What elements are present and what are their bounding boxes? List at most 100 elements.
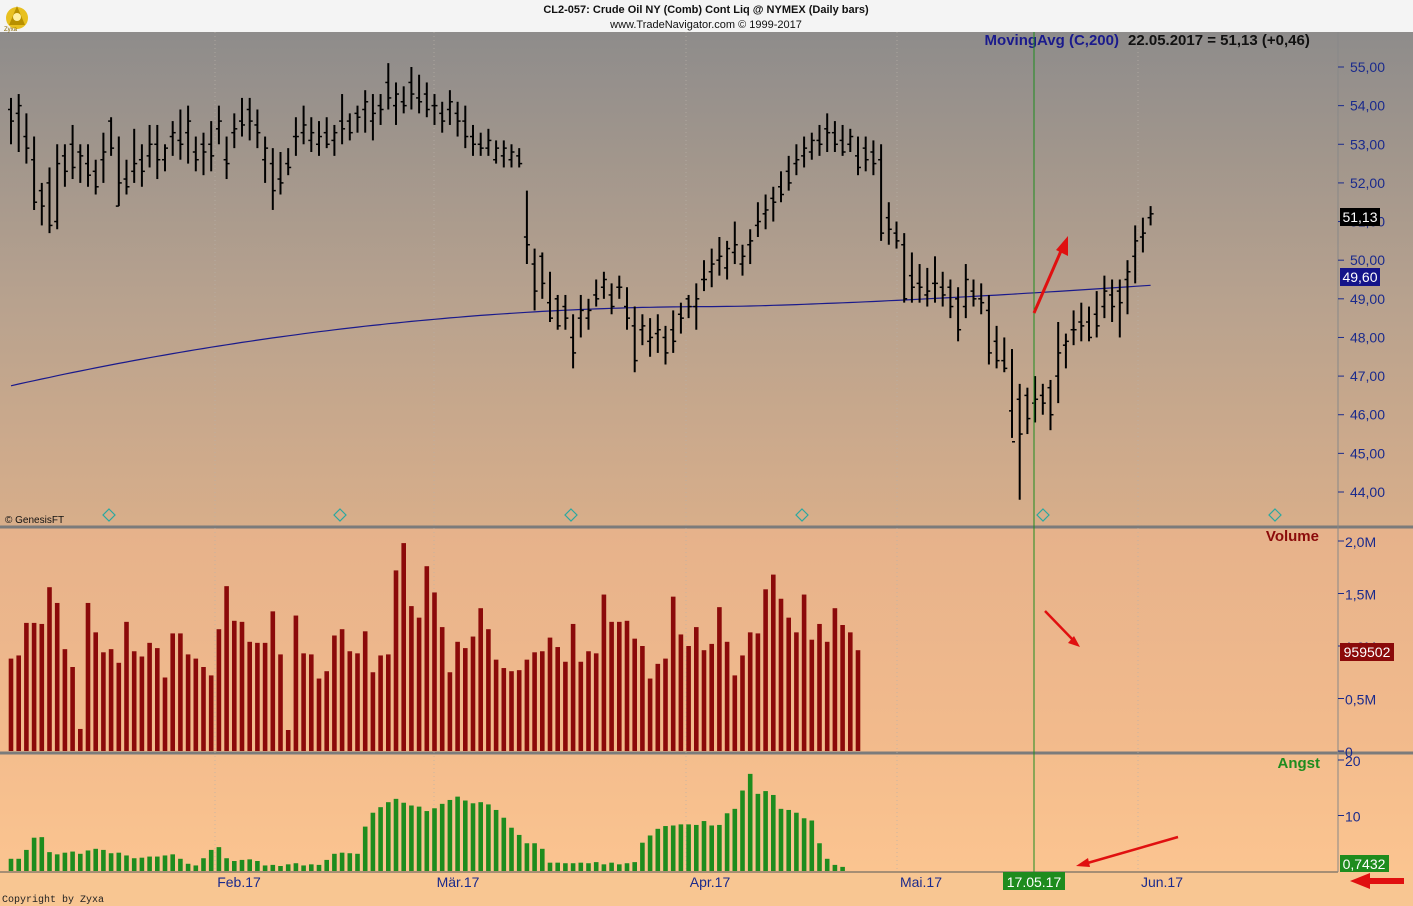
angst-bar — [270, 864, 276, 871]
diamond-marker-icon — [564, 508, 578, 522]
volume-bar — [409, 606, 414, 751]
angst-bar — [216, 847, 222, 871]
volume-bar — [362, 631, 368, 751]
angst-bar — [694, 824, 699, 871]
x-axis-labels: Feb.17 Mär.17 Apr.17 Mai.17 Jun.17 — [217, 874, 1183, 890]
price-bar — [393, 82, 399, 125]
angst-bar — [501, 817, 507, 871]
angst-bar — [24, 849, 29, 871]
angst-bar — [332, 853, 337, 871]
angst-bar — [470, 803, 476, 871]
price-bar — [731, 221, 738, 265]
volume-bar — [147, 642, 152, 751]
price-bar — [192, 136, 199, 172]
volume-bar — [578, 661, 584, 751]
volume-bar — [670, 596, 676, 751]
price-bar — [54, 144, 61, 230]
angst-bar — [547, 862, 553, 871]
volume-bar — [378, 655, 383, 751]
volume-bar — [424, 566, 430, 751]
volume-bar — [647, 678, 653, 751]
angst-bar — [493, 809, 499, 871]
price-bar — [177, 109, 184, 160]
price-tick-label: 55,00 — [1350, 59, 1385, 75]
price-bar — [554, 294, 561, 330]
angst-bar — [555, 862, 560, 871]
volume-bar — [655, 663, 661, 751]
volume-bar — [709, 643, 714, 751]
price-bar — [1139, 217, 1146, 253]
month-gridlines — [214, 32, 1139, 872]
scroll-left-arrow-icon[interactable] — [1350, 873, 1404, 889]
angst-bar — [809, 820, 815, 871]
price-bar — [423, 82, 430, 118]
price-bar — [246, 97, 253, 141]
price-bar — [1070, 310, 1077, 346]
price-bar — [431, 94, 438, 125]
price-bar — [762, 194, 769, 230]
diamond-marker-icon — [1036, 508, 1050, 522]
volume-bar — [255, 642, 260, 751]
volume-bar — [39, 623, 45, 751]
price-bar — [1039, 383, 1046, 415]
volume-bar — [686, 646, 691, 751]
volume-bar — [817, 623, 822, 751]
angst-bar — [54, 854, 60, 871]
angst-bar — [124, 855, 129, 871]
price-bar — [516, 148, 523, 168]
price-bar — [1101, 275, 1108, 319]
selected-date-tag — [1003, 872, 1065, 890]
volume-bar — [247, 641, 252, 751]
volume-bar — [193, 658, 199, 751]
price-bar — [493, 140, 500, 164]
angst-bar — [570, 863, 576, 871]
volume-bar — [516, 670, 522, 751]
price-bar — [454, 101, 461, 137]
volume-bar — [416, 617, 422, 751]
volume-bar — [455, 641, 460, 751]
price-bar — [1024, 387, 1031, 435]
angst-bar — [147, 856, 152, 871]
angst-bar — [609, 862, 614, 871]
chart-title: CL2-057: Crude Oil NY (Comb) Cont Liq @ … — [543, 4, 869, 16]
volume-bar — [47, 587, 52, 751]
volume-bar — [278, 654, 283, 751]
price-bar — [939, 271, 946, 307]
price-bar — [608, 283, 615, 315]
angst-bar — [786, 809, 791, 871]
volume-bar — [101, 652, 106, 751]
angst-bar — [139, 857, 145, 871]
angst-bar — [247, 859, 252, 871]
angst-bar — [108, 853, 114, 871]
volume-bar — [771, 574, 776, 751]
volume-bar — [832, 608, 838, 751]
price-bar — [870, 140, 877, 176]
price-bar — [439, 101, 446, 133]
price-tick-label: 48,00 — [1350, 329, 1385, 345]
price-tick-label: 50,00 — [1350, 252, 1385, 268]
angst-pane — [0, 754, 1413, 871]
price-bar — [1062, 333, 1069, 369]
volume-bar — [224, 586, 229, 751]
angst-bar — [255, 861, 260, 871]
price-bar — [901, 233, 908, 303]
price-bar — [708, 248, 715, 288]
price-bar — [369, 94, 376, 141]
volume-bar — [763, 589, 768, 751]
price-bar — [747, 229, 754, 265]
indicator-label: MovingAvg (C,200) — [985, 32, 1119, 49]
price-bar — [631, 306, 638, 373]
volume-bar — [778, 598, 784, 751]
price-bar — [115, 136, 122, 207]
price-bar — [108, 117, 115, 156]
volume-bar — [185, 654, 191, 751]
volume-bar — [216, 629, 222, 751]
volume-bar — [93, 632, 98, 751]
volume-bar — [555, 647, 560, 751]
selected-date-label: 17.05.17 — [1007, 874, 1062, 890]
angst-bar — [478, 802, 483, 871]
angst-bar — [93, 848, 98, 871]
marker-shape — [564, 508, 578, 522]
volume-bar — [62, 649, 68, 751]
angst-bar — [593, 862, 599, 871]
